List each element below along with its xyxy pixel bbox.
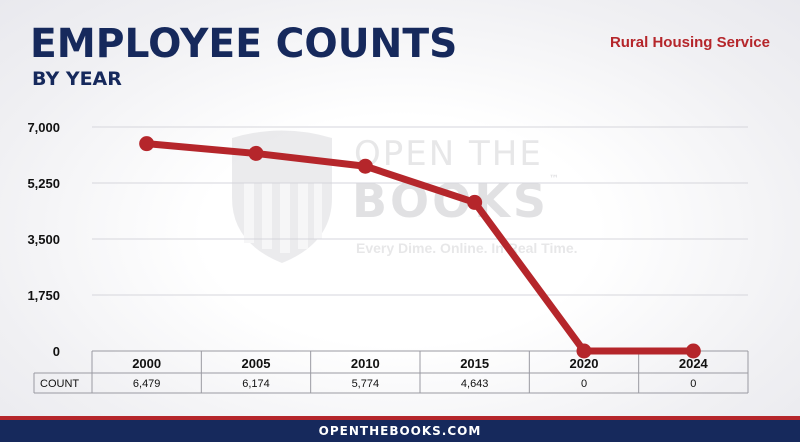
page-subtitle: BY YEAR [32,68,122,90]
data-point [248,145,264,161]
x-category-label: 2020 [570,356,599,371]
footer-url[interactable]: OPENTHEBOOKS.COM [318,424,482,438]
page-title: EMPLOYEE COUNTS [30,21,458,67]
y-tick-label: 1,750 [27,288,60,303]
table-count-value: 0 [690,378,696,390]
table-count-value: 6,479 [133,378,161,390]
x-category-label: 2005 [242,356,271,371]
data-point [576,343,592,359]
data-point [685,343,701,359]
y-tick-label: 3,500 [27,232,60,247]
footer-bar: OPENTHEBOOKS.COM [0,416,800,442]
y-tick-label: 7,000 [27,120,60,135]
table-row-label: COUNT [40,378,79,390]
x-category-label: 2010 [351,356,380,371]
data-point [467,194,483,210]
x-category-label: 2000 [132,356,161,371]
table-count-value: 4,643 [461,378,489,390]
series-line [143,140,697,355]
table-count-value: 5,774 [352,378,380,390]
y-tick-label: 0 [53,344,60,359]
data-point [357,158,373,174]
x-category-label: 2015 [460,356,489,371]
table-count-value: 6,174 [242,378,270,390]
agency-name: Rural Housing Service [609,34,770,51]
x-category-label: 2024 [679,356,709,371]
employee-count-line-chart: 0 1,750 3,500 5,250 7,000 COUNT 2000 6,479 2005 6… [27,120,749,394]
data-point [139,136,155,152]
y-tick-label: 5,250 [27,176,60,191]
table-count-value: 0 [581,378,587,390]
